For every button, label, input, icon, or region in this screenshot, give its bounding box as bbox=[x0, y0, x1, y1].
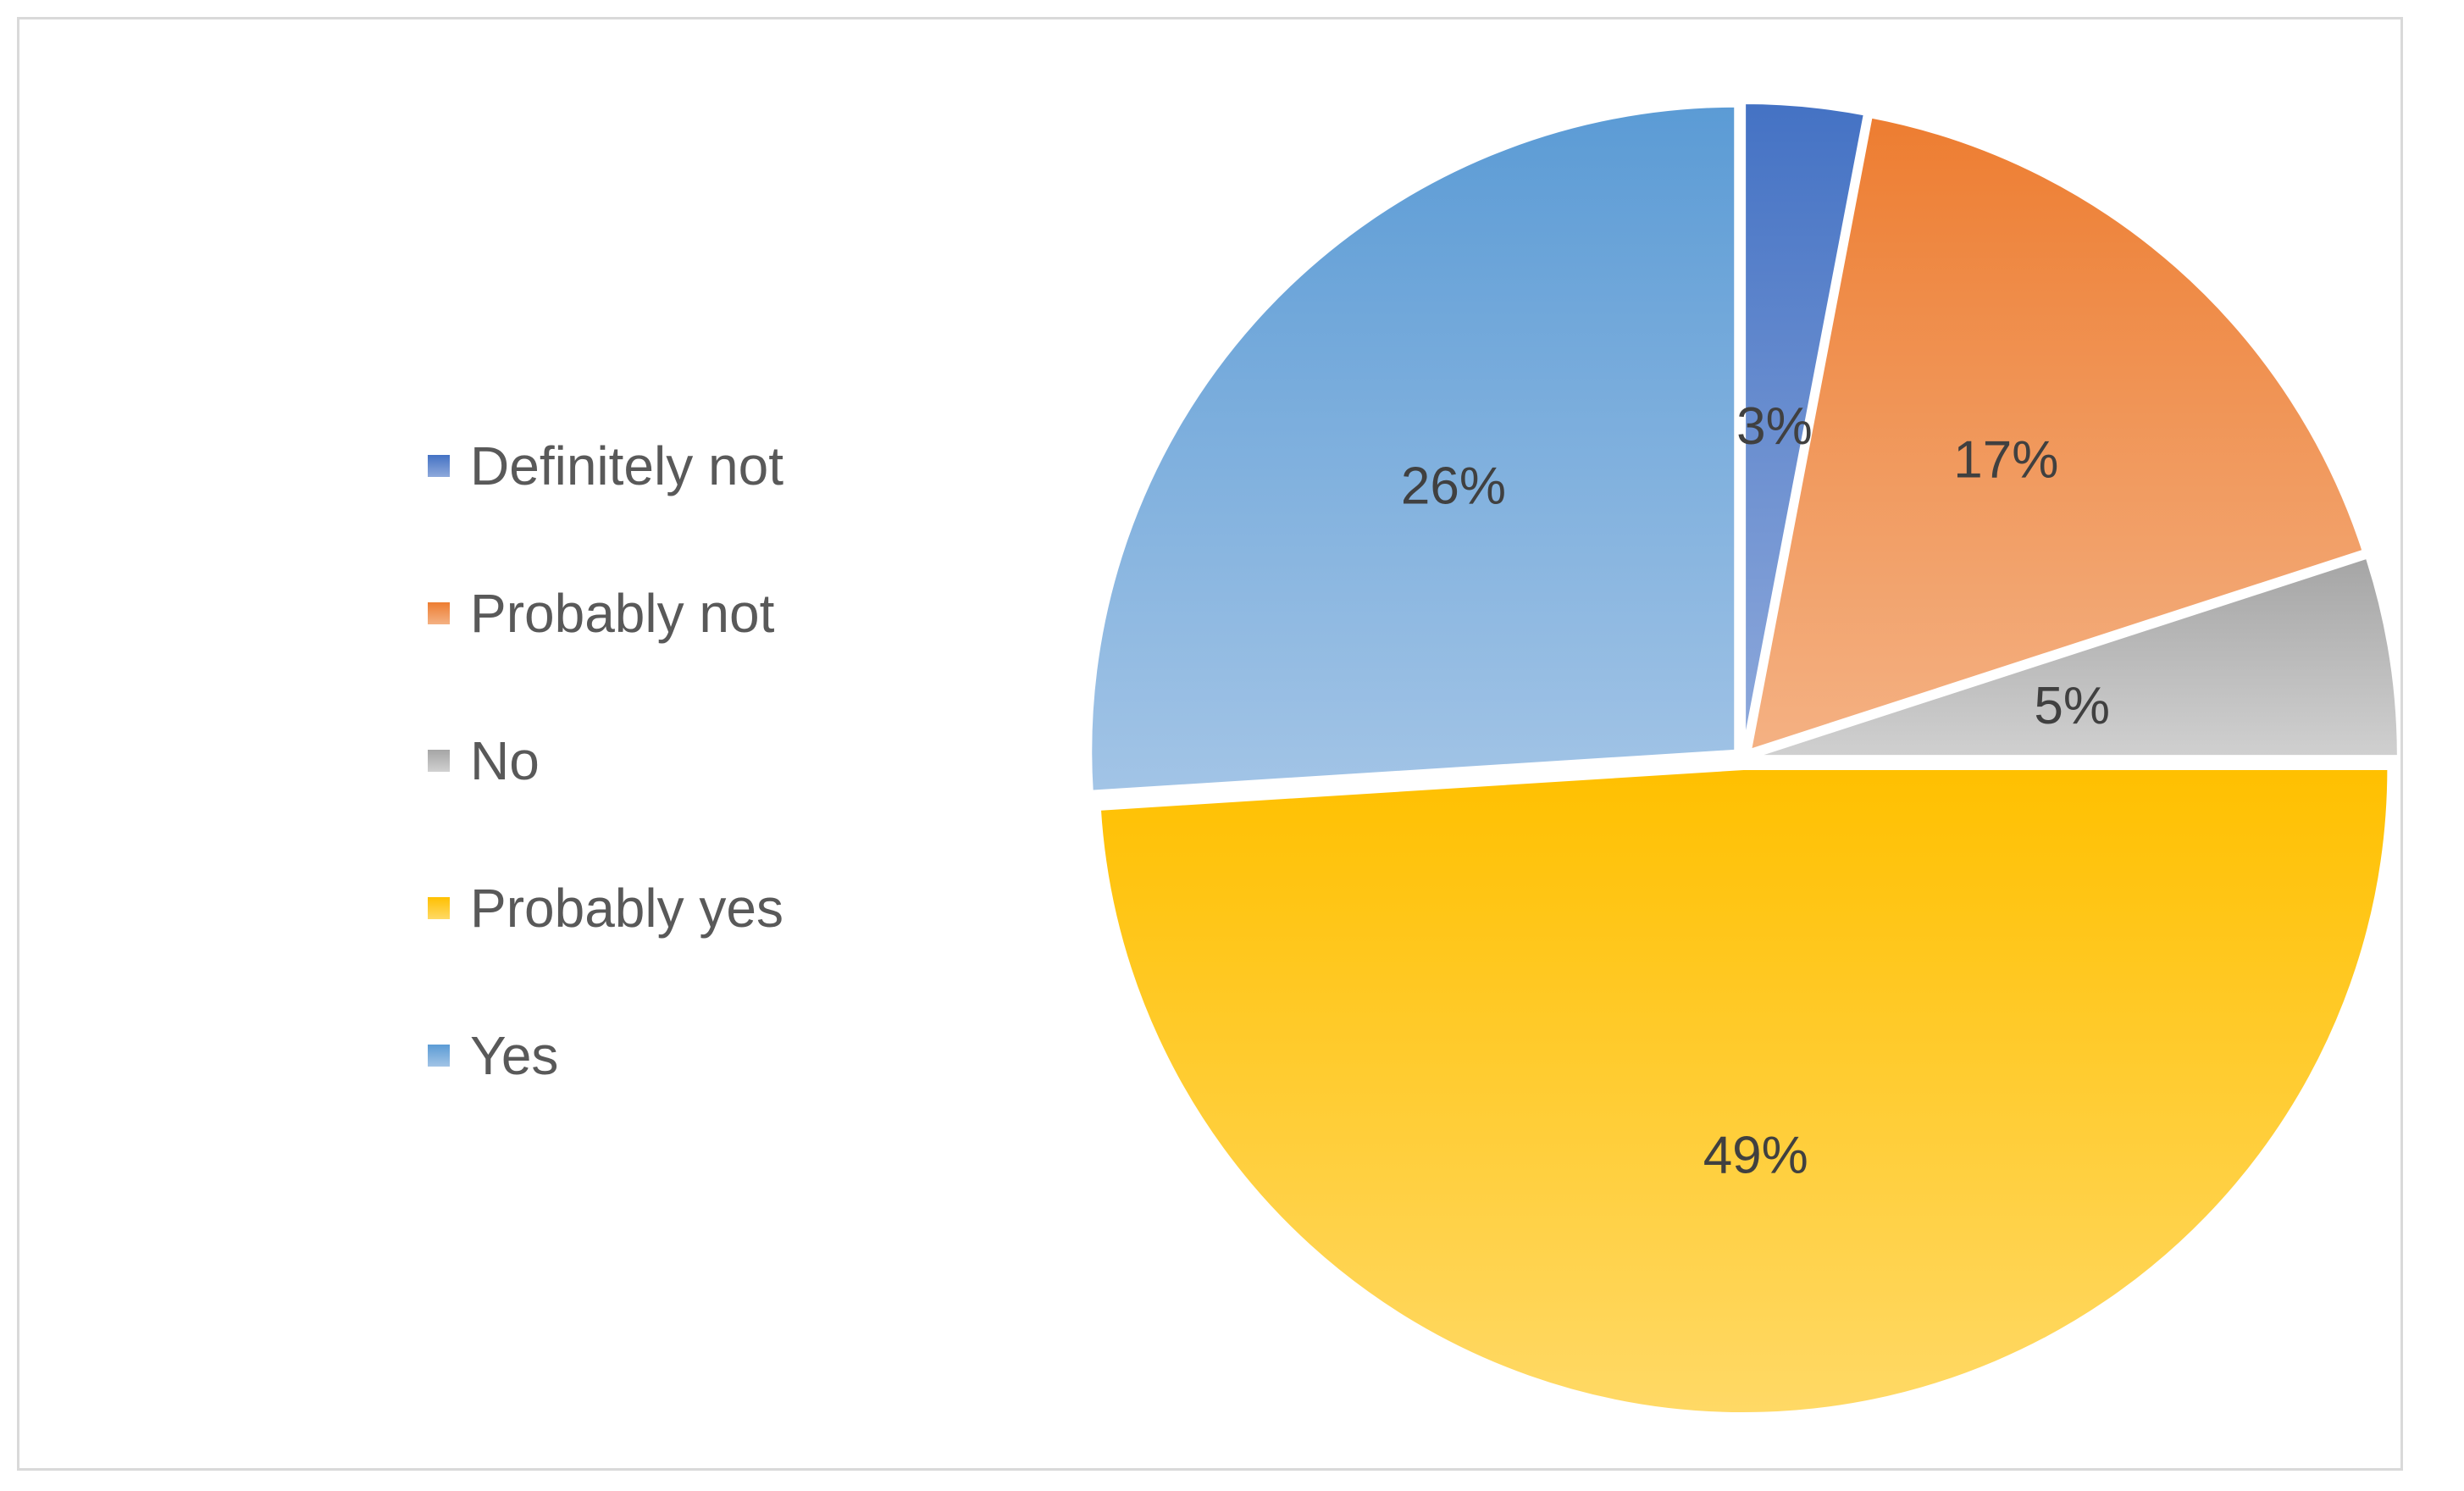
legend-label-probably-not: Probably not bbox=[470, 583, 775, 644]
legend-item-no: No bbox=[428, 730, 540, 791]
legend-item-probably-yes: Probably yes bbox=[428, 878, 783, 939]
legend-label-yes: Yes bbox=[470, 1025, 558, 1086]
data-label-definitely-not: 3% bbox=[1736, 397, 1813, 456]
pie-slice-definitely-not bbox=[1742, 101, 1868, 749]
data-label-probably-not: 17% bbox=[1953, 431, 2058, 490]
legend-label-definitely-not: Definitely not bbox=[470, 435, 783, 496]
pie-slice-probably-yes bbox=[1097, 766, 2391, 1416]
pie-slices bbox=[1088, 101, 2400, 1416]
data-label-yes: 26% bbox=[1401, 457, 1506, 515]
legend-item-probably-not: Probably not bbox=[428, 583, 775, 644]
legend-swatch-probably-not bbox=[428, 602, 450, 624]
legend-swatch-no bbox=[428, 750, 450, 772]
legend-swatch-yes bbox=[428, 1045, 450, 1067]
pie-slice-yes bbox=[1088, 103, 1738, 794]
data-label-no: 5% bbox=[2034, 677, 2110, 735]
legend-label-no: No bbox=[470, 730, 540, 791]
pie-slice-probably-not bbox=[1747, 114, 2367, 753]
data-labels: 3% 17% 5% 49% 26% bbox=[1401, 397, 2110, 1184]
pie-slice-no bbox=[1752, 555, 2400, 759]
legend-swatch-definitely-not bbox=[428, 455, 450, 477]
legend: Definitely not Probably not No Probably yes… bbox=[428, 435, 783, 1086]
legend-swatch-probably-yes bbox=[428, 897, 450, 919]
legend-item-definitely-not: Definitely not bbox=[428, 435, 783, 496]
data-label-probably-yes: 49% bbox=[1703, 1126, 1808, 1184]
legend-label-probably-yes: Probably yes bbox=[470, 878, 783, 939]
legend-item-yes: Yes bbox=[428, 1025, 558, 1086]
